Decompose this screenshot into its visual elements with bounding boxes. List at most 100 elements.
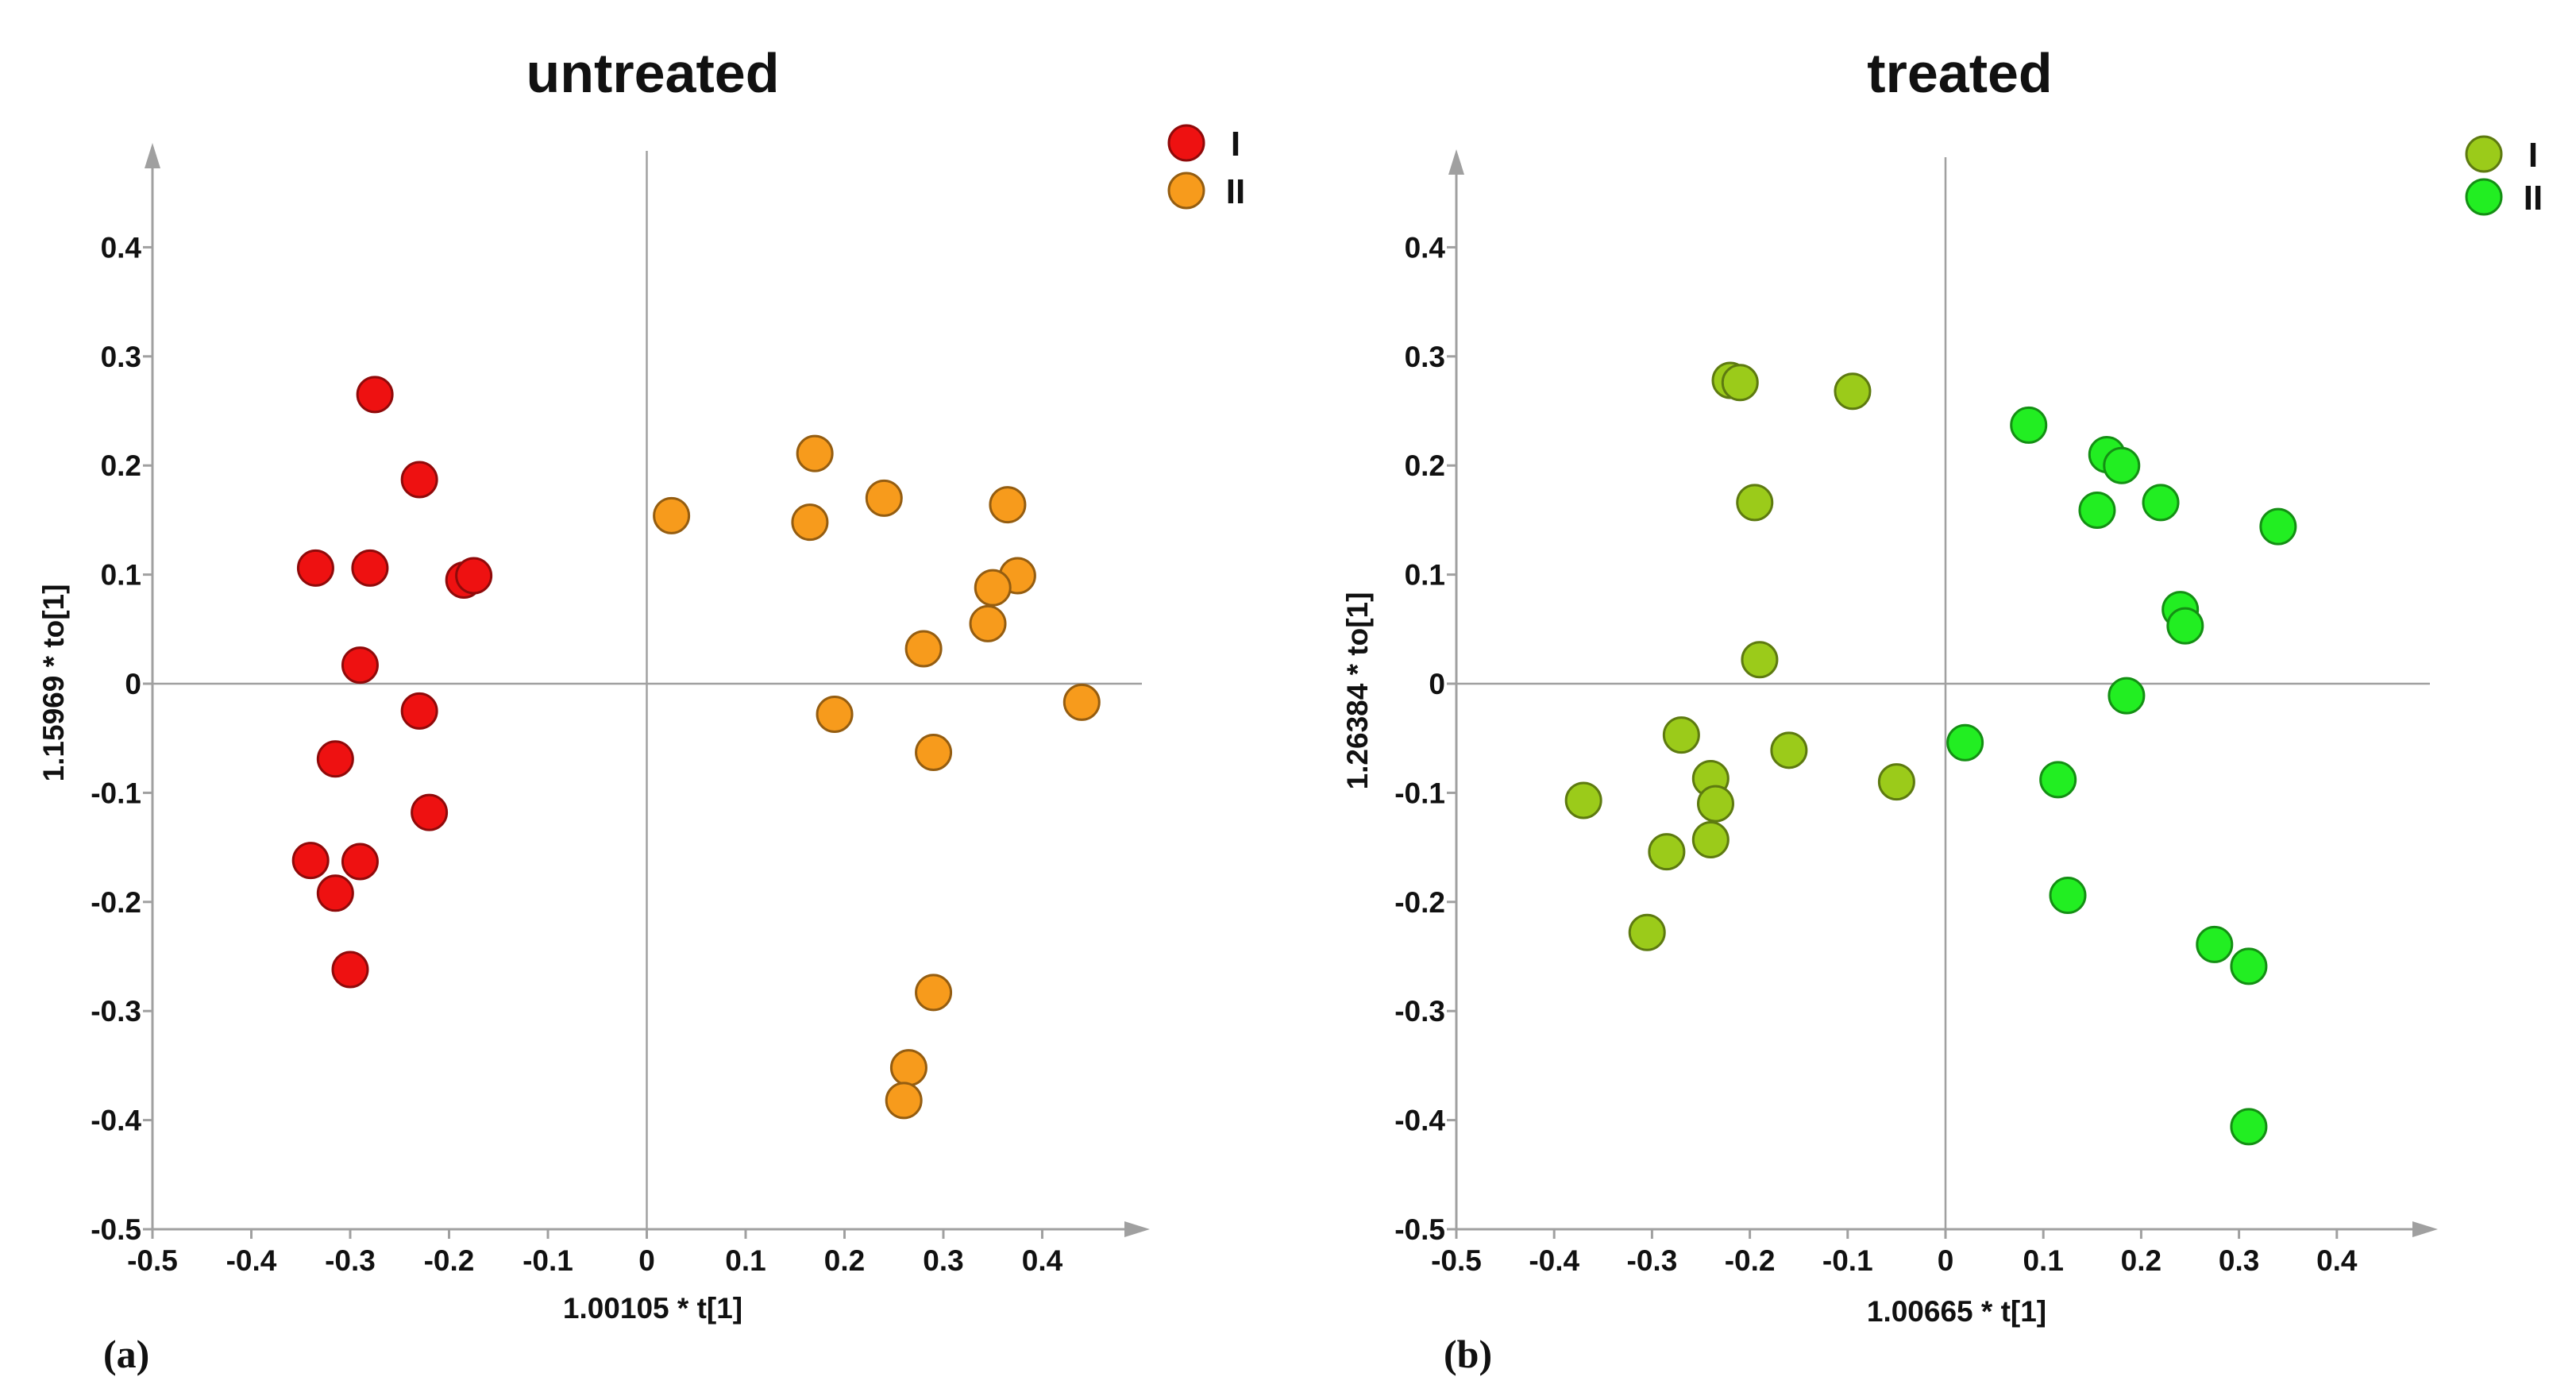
x-tick-label: 0 — [1938, 1244, 1954, 1277]
data-point — [1696, 785, 1734, 823]
data-point — [351, 549, 389, 587]
data-point — [2078, 492, 2116, 530]
data-point — [1877, 763, 1915, 801]
x-tick-label: -0.3 — [1627, 1244, 1678, 1277]
data-point — [1770, 731, 1808, 769]
x-axis-arrow — [2412, 1221, 2438, 1237]
data-point — [2039, 761, 2077, 799]
y-tick-label: 0 — [125, 668, 141, 700]
data-point — [974, 569, 1012, 607]
y-tick-label: -0.4 — [1394, 1105, 1445, 1137]
data-point — [2166, 607, 2204, 645]
legend-label: I — [1231, 125, 1240, 164]
data-point — [2196, 925, 2234, 963]
data-point — [411, 793, 449, 831]
y-tick-label: -0.3 — [1394, 995, 1445, 1028]
data-point — [291, 842, 330, 880]
y-tick-label: 0.3 — [1405, 341, 1445, 373]
legend-label: I — [2528, 136, 2538, 175]
y-axis-arrow — [145, 143, 160, 168]
x-tick-label: -0.5 — [127, 1244, 178, 1277]
x-tick-label: 0 — [638, 1244, 655, 1277]
y-tick-label: 0.4 — [101, 231, 142, 264]
data-point — [356, 376, 394, 414]
x-axis-label: 1.00105 * t[1] — [563, 1292, 742, 1325]
x-tick-label: -0.2 — [1725, 1244, 1776, 1277]
y-tick-label: -0.3 — [91, 995, 141, 1028]
x-tick-label: 0.4 — [1022, 1244, 1063, 1277]
x-tick-label: 0.2 — [824, 1244, 865, 1277]
data-point — [2103, 446, 2141, 484]
data-point — [796, 434, 834, 472]
y-tick-label: 0.2 — [101, 449, 141, 482]
data-point — [2230, 947, 2268, 985]
data-point — [885, 1082, 923, 1120]
data-point — [889, 1049, 927, 1087]
legend-marker — [2465, 178, 2503, 216]
data-point — [1062, 683, 1101, 721]
data-point — [915, 974, 953, 1012]
data-point — [341, 646, 379, 685]
series-I — [291, 376, 493, 989]
data-point — [915, 734, 953, 772]
x-axis-arrow — [1124, 1221, 1150, 1237]
data-point — [2049, 877, 2087, 915]
y-tick-label: 0.4 — [1405, 231, 1446, 264]
x-tick-label: -0.1 — [1822, 1244, 1873, 1277]
panel-label: (a) — [103, 1332, 149, 1376]
x-tick-label: 0.2 — [2121, 1244, 2161, 1277]
series-II — [653, 434, 1101, 1120]
y-tick-label: -0.1 — [91, 777, 141, 809]
data-point — [791, 503, 829, 542]
x-tick-label: -0.5 — [1431, 1244, 1482, 1277]
x-tick-label: 0.3 — [2219, 1244, 2259, 1277]
x-tick-label: -0.4 — [1529, 1244, 1579, 1277]
series-II — [1946, 406, 2297, 1146]
data-point — [1736, 484, 1774, 522]
x-tick-label: 0.3 — [923, 1244, 963, 1277]
x-tick-label: 0.1 — [725, 1244, 765, 1277]
data-point — [296, 549, 334, 587]
data-point — [316, 874, 354, 912]
data-point — [2107, 677, 2146, 715]
data-point — [2259, 507, 2297, 546]
data-point — [816, 695, 854, 733]
data-point — [341, 843, 379, 881]
y-tick-label: -0.4 — [91, 1105, 141, 1137]
data-point — [316, 740, 354, 778]
data-point — [455, 557, 493, 595]
y-tick-label: -0.1 — [1394, 777, 1445, 809]
y-tick-label: 0.1 — [1405, 559, 1445, 592]
data-point — [969, 604, 1007, 642]
y-tick-label: 0.1 — [101, 559, 141, 592]
x-tick-label: -0.1 — [523, 1244, 573, 1277]
chart-treated: treated 1.00665 * t[1] 1.26384 * to[1] (… — [1341, 42, 2543, 1376]
data-point — [1741, 641, 1779, 679]
data-point — [1648, 833, 1686, 871]
legend-label: II — [1226, 172, 1245, 211]
x-tick-label: 0.4 — [2316, 1244, 2358, 1277]
data-point — [1628, 913, 1666, 951]
x-axis-label: 1.00665 * t[1] — [1867, 1295, 2046, 1328]
chart-title: untreated — [526, 42, 780, 104]
data-point — [1721, 364, 1759, 402]
y-axis-label: 1.26384 * to[1] — [1341, 592, 1374, 790]
legend-marker — [1167, 172, 1205, 210]
plot-area: -0.5 -0.4 -0.3 -0.2 -0.1 0 0.1 0.2 0.3 0.4 -0.5 -0.… — [91, 124, 1245, 1277]
y-tick-label: 0.2 — [1405, 449, 1445, 482]
x-tick-label: -0.4 — [226, 1244, 277, 1277]
data-point — [2142, 484, 2180, 522]
series-I — [1564, 361, 1915, 951]
y-tick-label: -0.2 — [1394, 886, 1445, 919]
y-axis-arrow — [1448, 149, 1464, 175]
data-point — [989, 486, 1027, 524]
data-point — [1564, 781, 1602, 819]
data-point — [1691, 820, 1730, 858]
data-point — [331, 951, 369, 989]
y-tick-label: 0 — [1429, 668, 1445, 700]
data-point — [904, 630, 943, 668]
data-point — [865, 479, 903, 517]
panel-label: (b) — [1444, 1332, 1492, 1376]
data-point — [653, 496, 691, 534]
data-point — [1662, 716, 1700, 754]
